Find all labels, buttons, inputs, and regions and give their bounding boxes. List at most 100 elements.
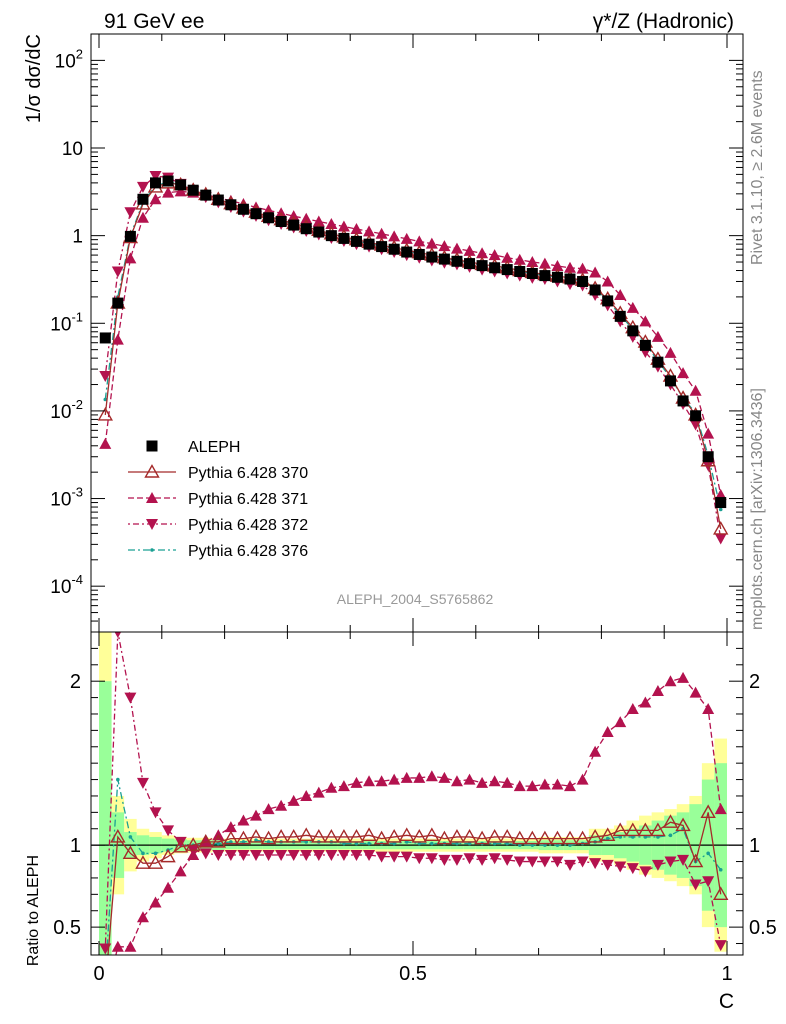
ratio-point (438, 771, 451, 783)
ratio-series-pythia-6-428-371 (111, 671, 727, 955)
legend-label: ALEPH (188, 439, 240, 456)
data-point (400, 232, 413, 244)
legend-marker-swatch (146, 519, 158, 530)
data-point (476, 260, 488, 272)
y-tick-label: 10-2 (50, 397, 83, 423)
ratio-point (250, 809, 262, 821)
ratio-point (626, 863, 639, 875)
data-point (601, 275, 614, 287)
ratio-point (538, 778, 551, 790)
data-point (614, 310, 626, 322)
data-point (111, 266, 124, 278)
ratio-point (651, 859, 664, 871)
data-point (350, 223, 363, 235)
ratio-point (262, 849, 275, 861)
main-plot-panel: 10-4 10-3 10-2 10-1 1 10 102 (50, 33, 744, 633)
ratio-point (262, 803, 275, 815)
ratio-point (275, 849, 288, 861)
data-point (162, 175, 174, 187)
data-point (150, 177, 162, 189)
legend-entry: Pythia 6.428 376 (128, 543, 308, 560)
data-point (551, 271, 563, 283)
data-point (677, 367, 690, 379)
series-pythia-6-428-376 (103, 180, 723, 512)
ratio-point (589, 858, 602, 870)
data-point (162, 186, 175, 198)
ratio-point (337, 849, 350, 861)
data-point (111, 333, 124, 345)
ratio-plot-panel: 0.5 0.5 1 1 2 2 0 0.5 1 (53, 631, 777, 985)
series-aleph (99, 175, 727, 509)
ratio-point (187, 848, 200, 860)
ratio-point (110, 829, 126, 843)
ratio-point (650, 822, 666, 837)
ratio-point (702, 703, 715, 715)
data-point (438, 240, 451, 252)
ratio-point (235, 830, 252, 845)
ratio-series-pythia-6-428-376 (105, 777, 723, 955)
ratio-point (474, 830, 490, 845)
data-point (538, 257, 551, 269)
ratio-point (128, 835, 133, 839)
ratio-point (124, 692, 137, 704)
data-point (124, 207, 137, 219)
header-left-label: 91 GeV ee (104, 10, 204, 33)
ratio-point (141, 851, 145, 856)
y-tick-label: 10-4 (50, 572, 83, 598)
ratio-point (336, 829, 352, 843)
legend-entry: ALEPH (146, 439, 240, 456)
ratio-point (614, 716, 627, 728)
ratio-point (325, 849, 338, 861)
ratio-point (713, 886, 729, 901)
ratio-point (549, 830, 566, 845)
ratio-point (373, 830, 390, 845)
data-point (664, 346, 677, 358)
data-point (97, 406, 113, 421)
data-point (714, 533, 727, 545)
data-point (664, 375, 676, 387)
legend-label: Pythia 6.428 376 (188, 543, 308, 560)
data-point (564, 261, 576, 273)
data-point (413, 235, 426, 247)
ratio-point (702, 876, 715, 888)
ratio-point (337, 780, 350, 792)
ratio-point (476, 854, 489, 866)
legend-entry: Pythia 6.428 372 (128, 517, 308, 534)
ratio-point (662, 814, 679, 828)
ratio-point (199, 848, 212, 860)
y-tick-label: 10 (62, 139, 83, 160)
data-point (112, 297, 124, 309)
ratio-point (250, 849, 262, 861)
data-point (690, 410, 702, 422)
data-point (551, 260, 564, 272)
ratio-point (706, 851, 710, 856)
ratio-point (576, 856, 589, 868)
y-tick-label: 1 (72, 227, 83, 248)
data-point (99, 437, 112, 449)
data-point (149, 193, 162, 205)
ratio-point (298, 827, 314, 842)
data-point (626, 301, 639, 313)
series-line (104, 175, 722, 539)
ratio-point (375, 775, 388, 787)
ratio-point (461, 829, 478, 843)
ratio-point (285, 829, 302, 843)
data-point (288, 219, 300, 231)
ratio-point (241, 840, 246, 844)
ratio-point (367, 841, 371, 846)
data-point (300, 212, 313, 224)
ratio-point (325, 781, 338, 793)
header-right-label: γ*/Z (Hadronic) (593, 10, 734, 33)
ratio-point (450, 854, 463, 866)
main-y-axis-label: 1/σ dσ/dC (23, 34, 45, 123)
legend-marker-swatch (146, 440, 158, 452)
data-point (103, 397, 108, 402)
ratio-point (424, 827, 440, 842)
ratio-point (526, 856, 539, 868)
ratio-point (210, 833, 227, 848)
ratio-point (463, 853, 476, 865)
ratio-point (388, 851, 401, 863)
legend-label: Pythia 6.428 370 (188, 465, 308, 482)
ratio-point (162, 881, 175, 893)
data-point (350, 235, 362, 247)
